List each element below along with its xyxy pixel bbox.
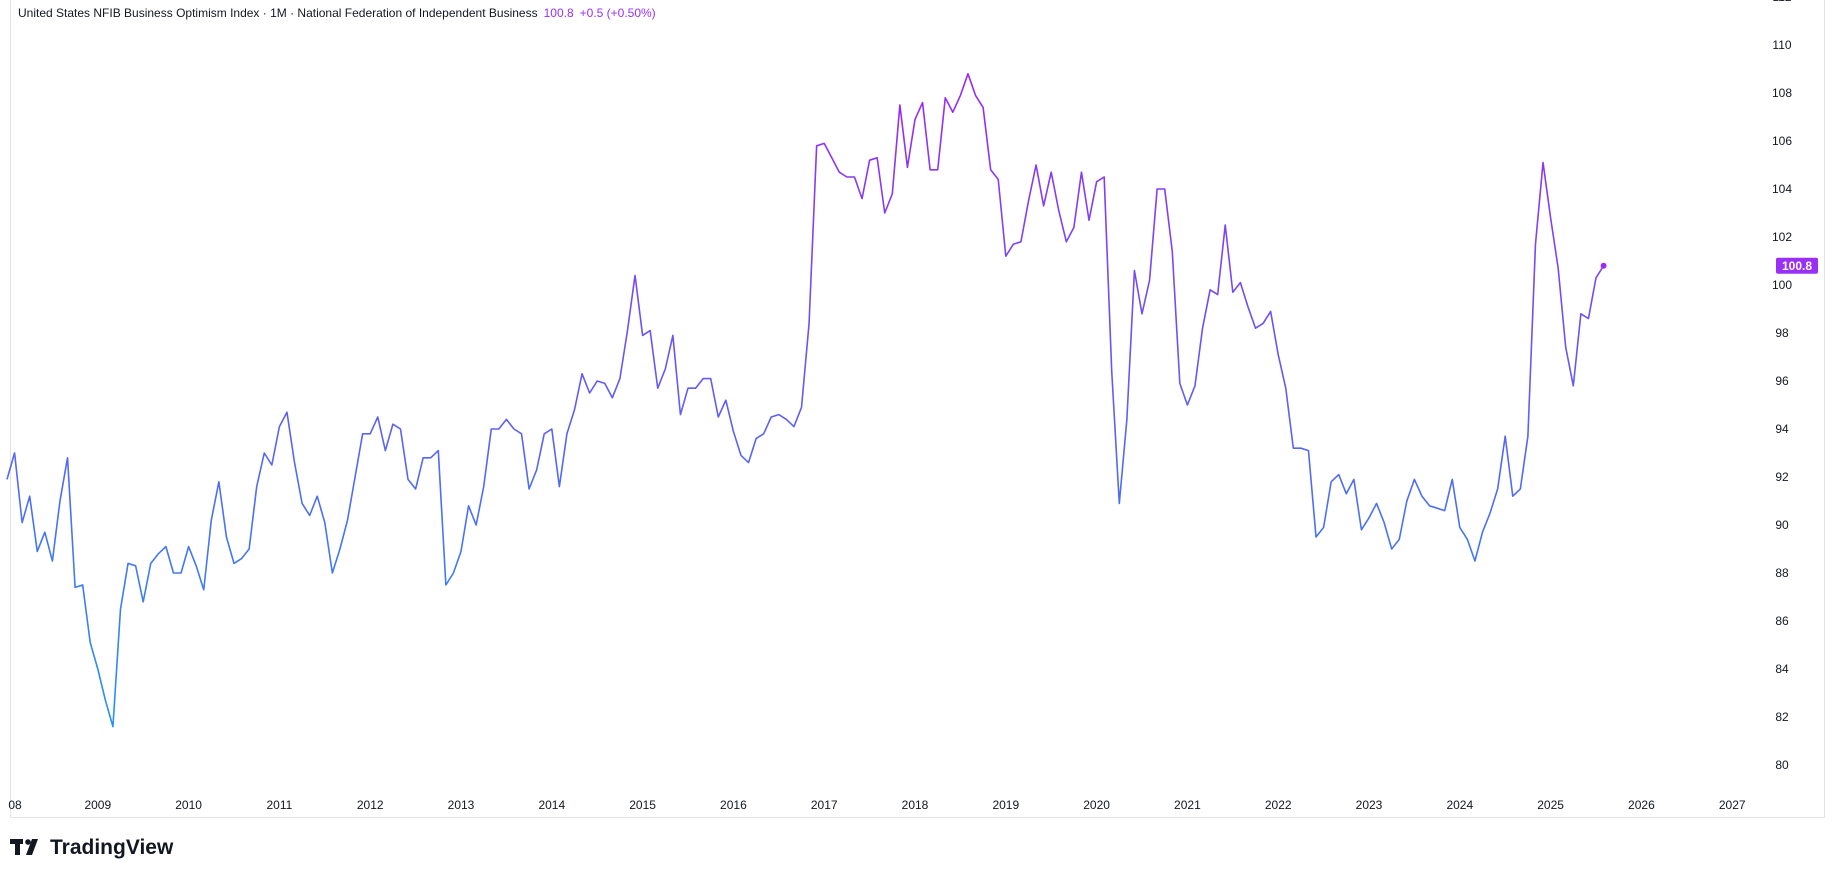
x-tick-label: 2013 — [448, 798, 475, 812]
chart-legend: United States NFIB Business Optimism Ind… — [18, 6, 656, 20]
x-axis: 08 2009 2010 2011 2012 2013 2014 2015 2016 2017 20… — [8, 798, 1746, 812]
y-tick-label: 108 — [1772, 86, 1792, 100]
x-tick-label: 2019 — [992, 798, 1019, 812]
x-tick-label: 2026 — [1628, 798, 1655, 812]
x-tick-label: 2022 — [1265, 798, 1292, 812]
price-tag-label: 100.8 — [1782, 259, 1812, 273]
y-tick-label: 86 — [1775, 614, 1789, 628]
y-tick-label: 94 — [1775, 422, 1789, 436]
price-tag-layer: 100.8 — [1776, 257, 1818, 274]
y-tick-label: 106 — [1772, 134, 1792, 148]
x-tick-label: 2015 — [629, 798, 656, 812]
last-point-marker — [1600, 262, 1607, 269]
y-tick-label: 96 — [1775, 374, 1789, 388]
y-tick-label: 98 — [1775, 326, 1789, 340]
y-tick-label: 82 — [1775, 710, 1789, 724]
y-tick-label: 112 — [1772, 0, 1791, 4]
x-tick-label: 2027 — [1719, 798, 1746, 812]
legend-title: United States NFIB Business Optimism Ind… — [18, 6, 538, 20]
x-tick-label: 2024 — [1446, 798, 1473, 812]
x-tick-label: 2009 — [84, 798, 111, 812]
y-tick-label: 100 — [1772, 278, 1792, 292]
legend-change: +0.5 (+0.50%) — [579, 6, 656, 20]
x-tick-label: 2021 — [1174, 798, 1201, 812]
tradingview-logo-icon — [10, 839, 38, 855]
legend-last-value: 100.8 — [543, 6, 574, 20]
series-line — [6, 73, 1605, 728]
y-tick-label: 102 — [1772, 230, 1792, 244]
y-axis: 80 82 84 86 88 90 92 94 96 98 100 102 104 106 108 110 11… — [1772, 0, 1792, 772]
y-tick-label: 110 — [1772, 38, 1791, 52]
x-tick-label: 2018 — [902, 798, 929, 812]
y-tick-label: 104 — [1772, 182, 1792, 196]
x-tick-label: 2025 — [1537, 798, 1564, 812]
x-tick-label: 08 — [8, 798, 22, 812]
y-tick-label: 90 — [1775, 518, 1789, 532]
x-tick-label: 2023 — [1356, 798, 1383, 812]
plot-area — [6, 73, 1607, 728]
y-tick-label: 84 — [1775, 662, 1789, 676]
brand-name: TradingView — [50, 836, 174, 859]
x-tick-label: 2016 — [720, 798, 747, 812]
tradingview-brand[interactable]: TradingView — [10, 836, 173, 860]
price-tag — [1776, 257, 1818, 274]
x-tick-label: 2012 — [357, 798, 384, 812]
y-tick-label: 88 — [1775, 566, 1789, 580]
y-tick-label: 80 — [1775, 758, 1789, 772]
x-tick-label: 2011 — [266, 798, 292, 812]
x-tick-label: 2017 — [811, 798, 838, 812]
chart-svg[interactable]: 80 82 84 86 88 90 92 94 96 98 100 102 104 106 108 110 11… — [0, 0, 1835, 820]
y-tick-label: 92 — [1775, 470, 1789, 484]
x-tick-label: 2014 — [538, 798, 565, 812]
x-tick-label: 2010 — [175, 798, 202, 812]
chart-frame — [10, 0, 1825, 818]
x-tick-label: 2020 — [1083, 798, 1110, 812]
